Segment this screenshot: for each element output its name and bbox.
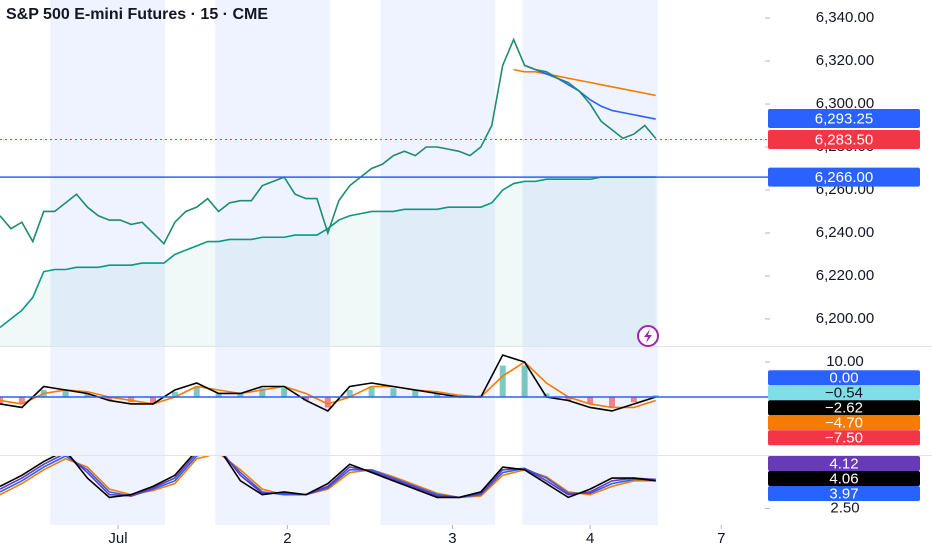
histogram-bar xyxy=(215,393,222,397)
x-tick-label: Jul xyxy=(108,530,127,547)
histogram-bar xyxy=(587,396,594,404)
pane xyxy=(0,456,656,499)
histogram-bar xyxy=(412,389,419,397)
series-line xyxy=(524,64,656,120)
price-tag-label: −0.54 xyxy=(825,385,863,402)
y-tick-label: 6,300.00 xyxy=(816,95,874,112)
price-tag xyxy=(768,456,920,471)
plot-area xyxy=(0,37,768,499)
histogram-bar xyxy=(368,386,375,397)
session-band xyxy=(380,0,496,525)
histogram-bar xyxy=(62,389,69,397)
price-tag xyxy=(768,167,920,187)
histogram-bar xyxy=(281,388,288,397)
series-line xyxy=(0,176,656,329)
price-tag xyxy=(768,129,920,149)
histogram-bar xyxy=(237,393,244,397)
histogram-bar xyxy=(630,396,637,403)
histogram-bar xyxy=(259,388,266,397)
y-tick-label: 6,320.00 xyxy=(816,52,874,69)
price-tag-label: 4.06 xyxy=(829,470,858,487)
y-tick-label: 10.00 xyxy=(826,353,864,370)
histogram-bar xyxy=(303,396,309,401)
y-tick-label: 6,240.00 xyxy=(816,224,874,241)
histogram-bar xyxy=(565,396,572,401)
y-tick-label: 6,220.00 xyxy=(816,267,874,284)
price-tag-label: 6,283.50 xyxy=(815,131,873,148)
price-tag-label: 6,266.00 xyxy=(815,169,873,186)
histogram-bar xyxy=(84,393,91,397)
chart-title: S&P 500 E-mini Futures · 15 · CME xyxy=(6,6,268,23)
histogram-bar xyxy=(18,396,25,404)
alert-icon xyxy=(637,325,659,347)
y-tick-label: 6,200.00 xyxy=(816,310,874,327)
histogram-bar xyxy=(456,395,462,397)
price-axis: 6,200.006,220.006,240.006,260.006,280.00… xyxy=(108,9,920,547)
price-tag xyxy=(768,400,920,416)
backgrounds xyxy=(50,0,658,525)
price-tag xyxy=(768,415,920,431)
histogram-bar xyxy=(324,396,331,408)
price-tag xyxy=(768,109,920,129)
price-tag xyxy=(768,486,920,501)
price-tag-label: 6,293.25 xyxy=(815,110,873,127)
series-line xyxy=(0,456,656,499)
area-fill xyxy=(0,177,656,346)
session-band xyxy=(522,0,658,525)
price-tag xyxy=(768,370,920,386)
series-line xyxy=(0,456,656,499)
x-tick-label: 3 xyxy=(448,530,456,547)
x-tick-label: 7 xyxy=(717,530,725,547)
series-line xyxy=(0,456,656,499)
price-tag-label: −7.50 xyxy=(825,430,863,447)
histogram-bar xyxy=(652,395,659,397)
histogram-bar xyxy=(543,393,550,397)
y-tick-label: 2.50 xyxy=(830,499,859,516)
histogram-bar xyxy=(521,365,528,397)
session-band xyxy=(215,0,331,525)
pane xyxy=(0,37,657,346)
price-tag-label: 4.12 xyxy=(829,455,858,472)
histogram-bar xyxy=(390,388,397,397)
y-tick-label: 6,340.00 xyxy=(816,9,874,26)
histogram-bar xyxy=(499,365,506,397)
price-tag xyxy=(768,471,920,486)
histogram-bar xyxy=(434,393,441,397)
histogram-bar xyxy=(193,386,200,397)
price-tag-label: 3.97 xyxy=(829,485,858,502)
histogram-bar xyxy=(171,391,178,397)
price-tag-label: −4.70 xyxy=(825,415,863,432)
series-line xyxy=(0,456,656,499)
histogram-bar xyxy=(609,396,615,408)
histogram-bar xyxy=(150,396,156,404)
x-tick-label: 2 xyxy=(283,530,291,547)
series-line xyxy=(0,37,657,246)
histogram-bar xyxy=(106,396,113,401)
price-tag xyxy=(768,430,920,446)
series-line xyxy=(513,68,656,97)
histogram-bar xyxy=(346,389,353,397)
price-tag xyxy=(768,385,920,401)
price-tag-label: 0.00 xyxy=(829,370,858,387)
price-tag-label: −2.62 xyxy=(825,400,863,417)
x-tick-label: 4 xyxy=(586,530,594,547)
histogram-bar xyxy=(128,396,135,403)
